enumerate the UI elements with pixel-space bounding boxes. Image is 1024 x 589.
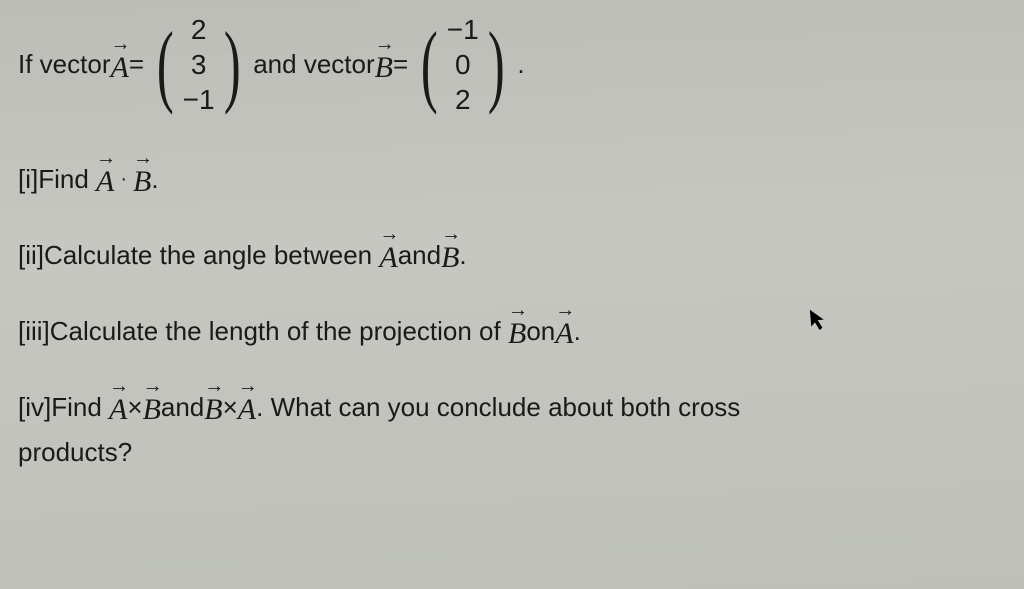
paren-left-icon: (: [421, 25, 438, 103]
q3-text: Calculate the length of the projection o…: [50, 316, 501, 347]
question-3: [iii] Calculate the length of the projec…: [18, 311, 1006, 351]
paren-right-icon: ): [223, 25, 240, 103]
intro-mid: and vector: [253, 49, 374, 80]
q4-bracket: [iv]: [18, 392, 51, 423]
question-1: [i] Find A · B .: [18, 159, 1006, 199]
q1-text: Find: [38, 164, 89, 195]
B-val-2: 2: [455, 82, 471, 117]
q1-B: B: [133, 159, 151, 199]
A-val-2: −1: [183, 82, 215, 117]
q2-bracket: [ii]: [18, 240, 44, 271]
q4-text: Find: [51, 392, 102, 423]
vector-B-column: ( −1 0 2 ): [414, 10, 511, 119]
B-val-0: −1: [447, 12, 479, 47]
B-val-1: 0: [455, 47, 471, 82]
intro-line: If vector A = ( 2 3 −1 ) and vector B = …: [18, 10, 1006, 119]
q2-and: and: [398, 240, 441, 271]
q4-A2: A: [238, 387, 256, 427]
question-4-line1: [iv] Find A × B and B × A . What can you…: [18, 387, 1006, 427]
vector-A-column: ( 2 3 −1 ): [150, 10, 247, 119]
q4-B: B: [143, 387, 161, 427]
q4-B2: B: [204, 387, 222, 427]
A-val-1: 3: [191, 47, 207, 82]
q2-text: Calculate the angle between: [44, 240, 372, 271]
paren-right-icon: ): [488, 25, 505, 103]
intro-period: .: [517, 49, 524, 80]
q2-B: B: [441, 235, 459, 275]
vector-B-values: −1 0 2: [445, 10, 481, 119]
equals-2: =: [393, 49, 408, 80]
q2-A: A: [379, 235, 397, 275]
q3-A: A: [555, 311, 573, 351]
q4-end: . What can you conclude about both cross: [256, 392, 740, 423]
q3-on: on: [526, 316, 555, 347]
q4-A: A: [109, 387, 127, 427]
vector-A-symbol: A: [110, 45, 128, 85]
q3-bracket: [iii]: [18, 316, 50, 347]
intro-prefix: If vector: [18, 49, 110, 80]
q1-bracket: [i]: [18, 164, 38, 195]
paren-left-icon: (: [157, 25, 174, 103]
dot-operator: ·: [120, 168, 127, 191]
cursor-icon: [809, 307, 830, 338]
vector-A-values: 2 3 −1: [181, 10, 217, 119]
q4-x1: ×: [127, 392, 142, 423]
vector-B-symbol: B: [375, 45, 393, 85]
q4-line2: products?: [18, 437, 132, 468]
q4-and: and: [161, 392, 204, 423]
q3-B: B: [508, 311, 526, 351]
A-val-0: 2: [191, 12, 207, 47]
equals-1: =: [129, 49, 144, 80]
q1-A: A: [96, 159, 114, 199]
q4-x2: ×: [223, 392, 238, 423]
question-2: [ii] Calculate the angle between A and B…: [18, 235, 1006, 275]
question-4-line2: products?: [18, 437, 1006, 468]
